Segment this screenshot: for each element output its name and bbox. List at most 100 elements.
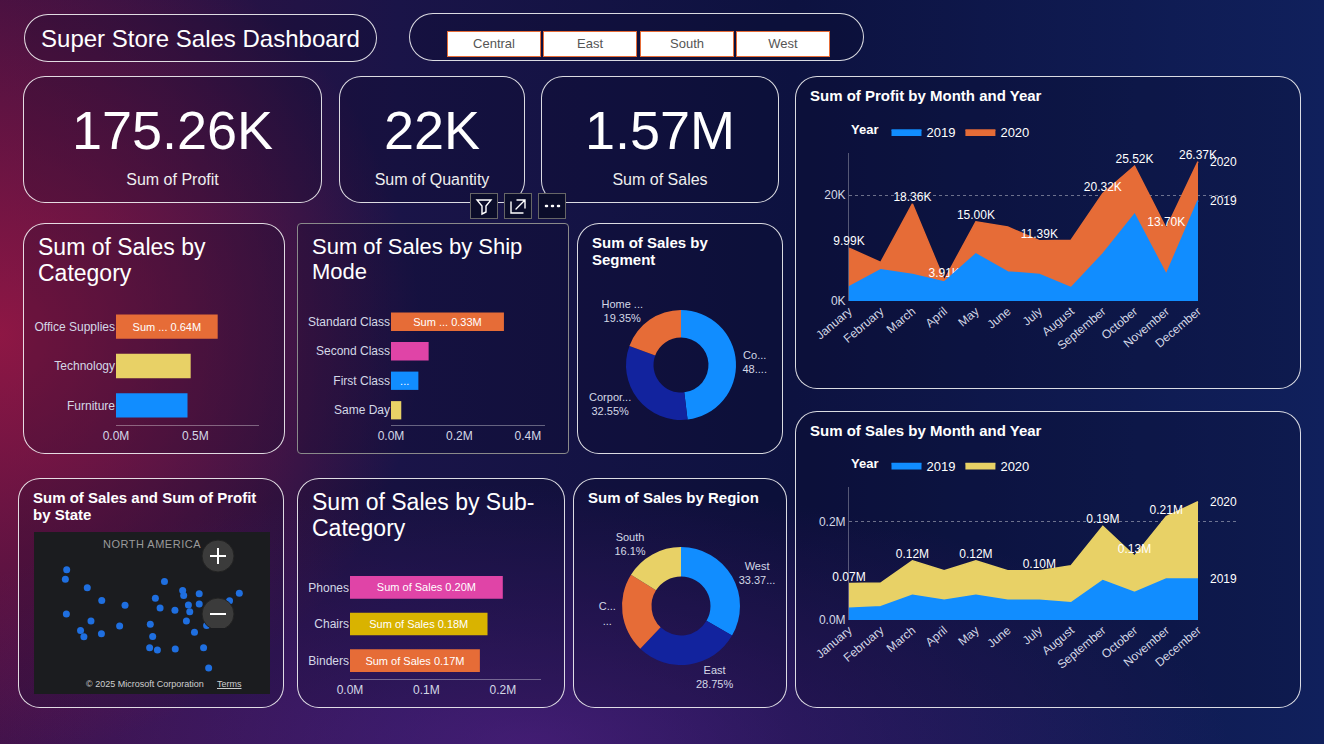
svg-text:Furniture: Furniture: [67, 399, 115, 413]
svg-text:20.32K: 20.32K: [1084, 180, 1122, 194]
html-text:Sum of Sales: Sum of Sales: [612, 171, 708, 188]
svg-text:0.2M: 0.2M: [819, 515, 846, 529]
svg-text:Standard Class: Standard Class: [308, 315, 390, 329]
svg-text:0.12M: 0.12M: [896, 547, 929, 561]
svg-text:February: February: [841, 304, 887, 346]
svg-text:Binders: Binders: [308, 654, 349, 668]
svg-text:13.70K: 13.70K: [1147, 215, 1185, 229]
svg-text:Home ...19.35%: Home ...19.35%: [601, 298, 643, 324]
svg-text:September: September: [1055, 623, 1109, 671]
html-text:Sum of Profit by Month and Yea: Sum of Profit by Month and Year: [810, 87, 1042, 104]
svg-text:Chairs: Chairs: [314, 617, 349, 631]
svg-text:Sum ... 0.64M: Sum ... 0.64M: [133, 321, 201, 333]
svg-text:February: February: [841, 623, 887, 665]
svg-text:0.0M: 0.0M: [819, 613, 846, 627]
html-text:Super Store Sales Dashboard: Super Store Sales Dashboard: [41, 25, 360, 52]
svg-text:Phones: Phones: [308, 581, 349, 595]
svg-text:Technology: Technology: [54, 359, 115, 373]
html-text:Sum of Sales by Month and Year: Sum of Sales by Month and Year: [810, 422, 1042, 439]
svg-text:October: October: [1099, 304, 1141, 342]
svg-text:2020: 2020: [1210, 495, 1237, 509]
svg-text:0.07M: 0.07M: [832, 570, 865, 584]
svg-text:0.12M: 0.12M: [959, 547, 992, 561]
svg-text:0.0M: 0.0M: [103, 429, 130, 443]
svg-text:June: June: [984, 304, 1013, 332]
html-text:Sum of Quantity: Sum of Quantity: [374, 171, 490, 188]
svg-text:Corpor...32.55%: Corpor...32.55%: [589, 391, 631, 417]
svg-text:January: January: [813, 304, 855, 342]
svg-text:Second Class: Second Class: [316, 344, 390, 358]
svg-text:Co...48....: Co...48....: [742, 349, 766, 375]
svg-text:0.2M: 0.2M: [446, 429, 473, 443]
svg-text:C......: C......: [599, 600, 616, 626]
svg-text:Year: Year: [851, 456, 878, 471]
svg-text:0.19M: 0.19M: [1086, 512, 1119, 526]
html-text:22K: 22K: [384, 100, 480, 160]
svg-text:Year: Year: [851, 122, 878, 137]
svg-text:July: July: [1020, 304, 1045, 328]
html-text:Sum of Sales by Ship Mode: Sum of Sales by Ship Mode: [312, 234, 523, 285]
svg-text:0.2M: 0.2M: [489, 683, 516, 697]
svg-text:August: August: [1039, 623, 1077, 658]
svg-text:Sum of Sales 0.18M: Sum of Sales 0.18M: [369, 618, 468, 630]
svg-text:0.5M: 0.5M: [182, 429, 209, 443]
svg-text:October: October: [1099, 623, 1141, 661]
html-text:175.26K: 175.26K: [71, 100, 274, 160]
svg-text:2019: 2019: [926, 125, 955, 140]
svg-text:0.0M: 0.0M: [337, 683, 364, 697]
svg-text:April: April: [923, 304, 950, 330]
svg-text:March: March: [884, 623, 919, 655]
html-text:Sum of Sales by Region: Sum of Sales by Region: [588, 489, 759, 506]
svg-text:December: December: [1152, 304, 1203, 350]
svg-text:...: ...: [400, 375, 409, 387]
svg-text:11.39K: 11.39K: [1021, 227, 1058, 241]
svg-text:26.37K: 26.37K: [1179, 148, 1217, 162]
html-text:Sum of Profit: Sum of Profit: [126, 171, 219, 188]
svg-text:November: November: [1121, 623, 1172, 669]
svg-text:Office Supplies: Office Supplies: [35, 320, 116, 334]
svg-text:South16.1%: South16.1%: [614, 531, 645, 557]
svg-text:2019: 2019: [1210, 194, 1237, 208]
html-text:1.57M: 1.57M: [585, 100, 735, 160]
html-text:Sum of Sales by Category: Sum of Sales by Category: [38, 234, 206, 287]
svg-text:September: September: [1055, 304, 1109, 352]
html-text:Sum of Sales by Segment: Sum of Sales by Segment: [592, 234, 708, 269]
svg-text:25.52K: 25.52K: [1116, 152, 1154, 166]
svg-text:May: May: [955, 623, 981, 648]
svg-text:2019: 2019: [926, 459, 955, 474]
svg-text:0.13M: 0.13M: [1118, 542, 1151, 556]
svg-text:January: January: [813, 623, 855, 661]
svg-text:June: June: [984, 623, 1013, 651]
svg-text:0K: 0K: [831, 294, 846, 308]
svg-text:July: July: [1020, 623, 1045, 647]
svg-text:Sum of Sales 0.20M: Sum of Sales 0.20M: [377, 581, 476, 593]
svg-text:December: December: [1152, 623, 1203, 669]
svg-text:2020: 2020: [1210, 155, 1237, 169]
svg-text:18.36K: 18.36K: [893, 190, 931, 204]
svg-text:East28.75%: East28.75%: [696, 664, 734, 690]
svg-text:May: May: [955, 304, 981, 329]
svg-text:Sum ... 0.33M: Sum ... 0.33M: [413, 316, 481, 328]
svg-text:0.10M: 0.10M: [1023, 557, 1056, 571]
svg-text:First Class: First Class: [333, 374, 390, 388]
svg-text:0.21M: 0.21M: [1150, 503, 1183, 517]
svg-text:West33.37...: West33.37...: [739, 560, 776, 586]
svg-text:August: August: [1039, 304, 1077, 339]
html-text:Sum of Sales and Sum of Profit: Sum of Sales and Sum of Profit by State: [33, 489, 257, 524]
svg-text:November: November: [1121, 304, 1172, 350]
svg-text:2020: 2020: [1000, 125, 1029, 140]
svg-text:0.4M: 0.4M: [515, 429, 542, 443]
svg-text:15.00K: 15.00K: [957, 208, 995, 222]
svg-text:0.1M: 0.1M: [413, 683, 440, 697]
svg-text:20K: 20K: [824, 188, 845, 202]
svg-text:2020: 2020: [1000, 459, 1029, 474]
svg-text:April: April: [923, 623, 950, 649]
svg-text:Same Day: Same Day: [334, 403, 390, 417]
svg-text:March: March: [884, 304, 919, 336]
svg-text:9.99K: 9.99K: [833, 234, 864, 248]
svg-text:0.0M: 0.0M: [378, 429, 405, 443]
svg-text:2019: 2019: [1210, 572, 1237, 586]
html-text:Sum of Sales by Sub-Category: Sum of Sales by Sub-Category: [312, 489, 535, 542]
svg-text:Sum of Sales 0.17M: Sum of Sales 0.17M: [365, 655, 464, 667]
svg-text:3.91K: 3.91K: [929, 266, 960, 280]
